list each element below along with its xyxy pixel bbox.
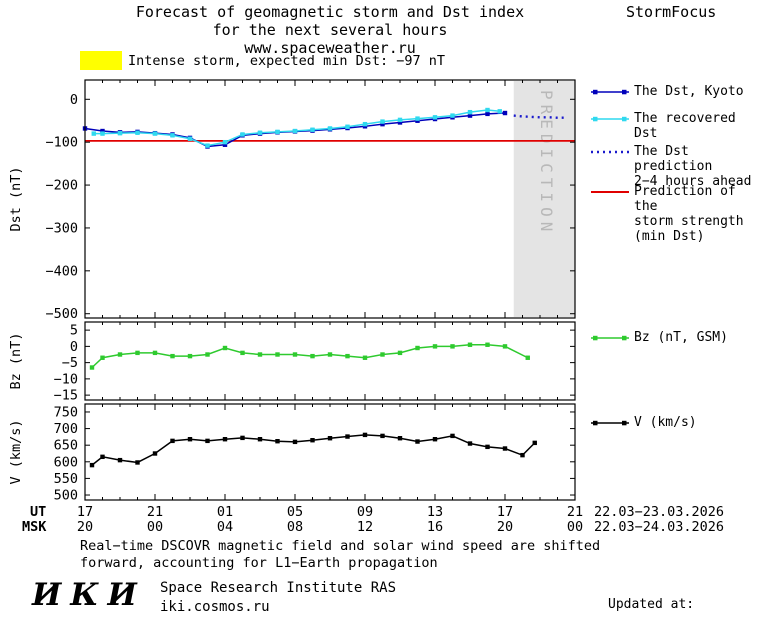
svg-text:V (km/s): V (km/s) [8,419,24,484]
svg-text:−200: −200 [45,178,78,194]
legend-label-dst-prediction: The Dst prediction 2−4 hours ahead [634,144,752,189]
svg-text:00: 00 [567,519,583,535]
svg-text:21: 21 [567,504,583,520]
svg-text:05: 05 [287,504,303,520]
iki-logo: ИКИ [32,577,146,613]
svg-text:−5: −5 [62,355,78,371]
svg-text:−300: −300 [45,220,78,236]
svg-text:Dst (nT): Dst (nT) [8,166,24,231]
title-line-2: for the next several hours [212,21,448,39]
storm-level-swatch [80,51,122,70]
propagation-note: Real−time DSCOVR magnetic field and sola… [80,538,600,572]
svg-text:−10: −10 [54,371,78,387]
svg-text:UT: UT [30,504,46,520]
svg-text:22.03−24.03.2026: 22.03−24.03.2026 [594,519,724,535]
legend-item-recovered-dst: The recovered Dst [591,111,760,141]
v-line-icon [591,416,629,429]
svg-text:13: 13 [427,504,443,520]
storm-alert-text: Intense storm, expected min Dst: −97 nT [128,52,445,69]
svg-text:08: 08 [287,519,303,535]
svg-text:Bz (nT): Bz (nT) [8,333,24,390]
legend-item-bz: Bz (nT, GSM) [591,330,728,345]
svg-text:0: 0 [70,92,78,108]
dst-prediction-dotted-line-icon [591,145,629,158]
svg-text:22.03−23.03.2026: 22.03−23.03.2026 [594,504,724,520]
brand-stormfocus: StormFocus [626,3,717,21]
updated-at-block: Updated at: UT 17:05, 23.03.2026 MSK 20:… [600,565,760,620]
updated-heading: Updated at: [608,597,695,612]
svg-text:700: 700 [54,421,78,437]
svg-text:0: 0 [70,339,78,355]
svg-text:21: 21 [147,504,163,520]
bz-line-icon [591,331,629,344]
svg-text:500: 500 [54,488,78,504]
legend-item-storm-strength: Prediction of the storm strength (min Ds… [591,184,760,244]
legend-label-storm-strength: Prediction of the storm strength (min Ds… [634,184,744,244]
dst-kyoto-line-icon [591,85,629,98]
institute-name: Space Research Institute RAS [160,580,397,596]
note-line-2: forward, accounting for L1−Earth propaga… [80,555,438,571]
svg-text:750: 750 [54,404,78,420]
legend-label-bz: Bz (nT, GSM) [634,330,728,345]
svg-text:650: 650 [54,438,78,454]
storm-strength-line-icon [591,185,629,198]
svg-text:17: 17 [497,504,513,520]
svg-text:16: 16 [427,519,443,535]
svg-text:MSK: MSK [22,519,47,535]
legend-item-dst-kyoto: The Dst, Kyoto [591,84,744,99]
svg-text:00: 00 [147,519,163,535]
svg-text:−100: −100 [45,135,78,151]
svg-text:09: 09 [357,504,373,520]
legend-item-v: V (km/s) [591,415,697,430]
svg-text:01: 01 [217,504,233,520]
recovered-dst-line-icon [591,112,629,125]
svg-text:PREDICTION: PREDICTION [537,90,556,236]
svg-text:04: 04 [217,519,233,535]
svg-text:550: 550 [54,471,78,487]
svg-text:20: 20 [497,519,513,535]
title-line-1: Forecast of geomagnetic storm and Dst in… [135,3,525,21]
svg-text:20: 20 [77,519,93,535]
page-title: Forecast of geomagnetic storm and Dst in… [85,3,575,57]
institute-site-url: iki.cosmos.ru [160,599,270,615]
legend-item-dst-prediction: The Dst prediction 2−4 hours ahead [591,144,760,189]
legend-label-dst-kyoto: The Dst, Kyoto [634,84,744,99]
legend-label-v: V (km/s) [634,415,697,430]
svg-text:−400: −400 [45,263,78,279]
legend-label-recovered-dst: The recovered Dst [634,111,736,141]
svg-text:17: 17 [77,504,93,520]
svg-text:5: 5 [70,323,78,339]
storm-alert-banner: Intense storm, expected min Dst: −97 nT [80,51,445,70]
svg-text:−15: −15 [54,388,78,404]
svg-text:−500: −500 [45,306,78,322]
svg-text:600: 600 [54,454,78,470]
svg-text:12: 12 [357,519,373,535]
title-line-3-url: www.spaceweather.ru [244,39,416,57]
note-line-1: Real−time DSCOVR magnetic field and sola… [80,538,601,554]
